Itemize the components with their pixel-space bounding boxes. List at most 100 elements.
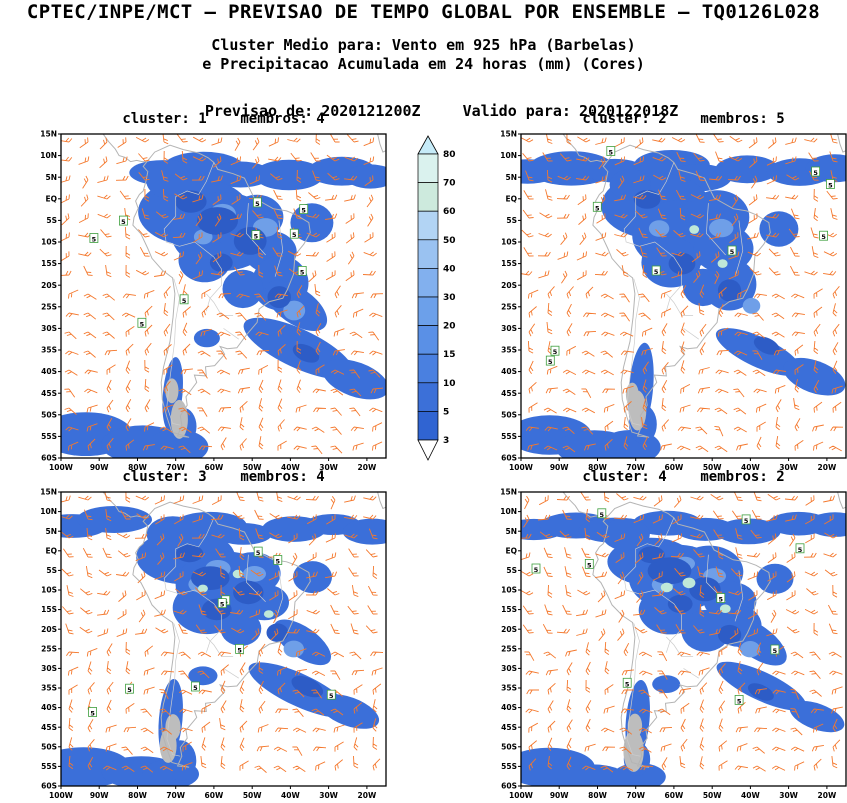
svg-text:5N: 5N xyxy=(506,527,518,536)
svg-text:EQ: EQ xyxy=(506,194,518,203)
map-plot-area: 5 5 5 5 5 5 5 5 5 xyxy=(61,134,386,458)
svg-text:45S: 45S xyxy=(41,723,57,732)
svg-text:5: 5 xyxy=(730,248,735,256)
panel-cluster-4: cluster: 4 membros: 2 5 5 5 5 5 5 5 5 5 15N 10N 5N E… xyxy=(480,468,847,803)
svg-text:5: 5 xyxy=(92,236,97,244)
svg-text:55S: 55S xyxy=(501,432,517,441)
svg-text:25S: 25S xyxy=(41,644,57,653)
colorbar-label: 40 xyxy=(443,264,456,274)
svg-text:5: 5 xyxy=(301,207,306,215)
precip-layer-dark xyxy=(176,544,324,698)
svg-text:20W: 20W xyxy=(818,791,837,800)
svg-text:5S: 5S xyxy=(46,216,57,225)
svg-text:10S: 10S xyxy=(41,586,57,595)
colorbar-label: 50 xyxy=(443,236,456,246)
svg-text:5: 5 xyxy=(600,511,605,519)
svg-text:20W: 20W xyxy=(358,791,377,800)
svg-text:20S: 20S xyxy=(501,281,517,290)
svg-text:10S: 10S xyxy=(501,586,517,595)
panel-title-cluster-3: cluster: 3 membros: 4 xyxy=(122,469,325,485)
svg-text:45S: 45S xyxy=(501,723,517,732)
svg-text:40W: 40W xyxy=(741,463,760,472)
svg-text:30S: 30S xyxy=(41,664,57,673)
svg-text:5: 5 xyxy=(773,647,778,655)
colorbar-segment xyxy=(417,382,439,412)
svg-text:5: 5 xyxy=(255,200,260,208)
svg-text:5: 5 xyxy=(237,646,242,654)
colorbar-segment xyxy=(417,325,439,355)
svg-text:EQ: EQ xyxy=(46,546,58,555)
svg-text:40S: 40S xyxy=(41,367,57,376)
svg-text:90W: 90W xyxy=(90,463,109,472)
panel-cluster-2: cluster: 2 membros: 5 5 5 5 5 5 5 5 5 5 15N 10N 5N E… xyxy=(480,110,847,476)
svg-text:45S: 45S xyxy=(41,389,57,398)
colorbar-label: 70 xyxy=(443,179,456,189)
svg-text:45S: 45S xyxy=(501,389,517,398)
svg-text:60S: 60S xyxy=(501,782,517,791)
coastline-layer xyxy=(562,134,846,438)
svg-text:60W: 60W xyxy=(205,463,224,472)
svg-text:5: 5 xyxy=(609,149,614,157)
svg-text:80W: 80W xyxy=(588,463,607,472)
svg-text:10S: 10S xyxy=(41,238,57,247)
svg-text:30W: 30W xyxy=(319,463,338,472)
svg-text:20W: 20W xyxy=(358,463,377,472)
svg-text:5: 5 xyxy=(737,697,742,705)
panel-title-cluster-4: cluster: 4 membros: 2 xyxy=(582,469,785,485)
colorbar-label: 60 xyxy=(443,207,456,217)
precip-layer-pale xyxy=(689,225,728,268)
svg-text:10N: 10N xyxy=(40,507,57,516)
svg-text:40S: 40S xyxy=(501,367,517,376)
svg-text:5: 5 xyxy=(828,182,833,190)
precip-layer-dark xyxy=(175,190,320,363)
svg-text:15S: 15S xyxy=(501,605,517,614)
svg-text:5: 5 xyxy=(625,680,630,688)
map-plot-area: 5 5 5 5 5 5 5 5 5 xyxy=(521,492,846,786)
svg-text:40S: 40S xyxy=(501,703,517,712)
colorbar-label: 30 xyxy=(443,293,456,303)
svg-text:60S: 60S xyxy=(501,454,517,463)
svg-text:50W: 50W xyxy=(703,463,722,472)
precip-layer-dark xyxy=(633,190,780,355)
svg-text:5: 5 xyxy=(595,204,600,212)
svg-text:55S: 55S xyxy=(501,762,517,771)
svg-text:5: 5 xyxy=(813,169,818,177)
svg-text:50S: 50S xyxy=(501,742,517,751)
svg-text:5: 5 xyxy=(719,596,724,604)
svg-text:20W: 20W xyxy=(818,463,837,472)
svg-text:60W: 60W xyxy=(205,791,224,800)
precip-layer-pale xyxy=(660,577,731,613)
svg-text:30S: 30S xyxy=(41,324,57,333)
svg-text:5: 5 xyxy=(193,684,198,692)
svg-text:30W: 30W xyxy=(779,463,798,472)
terrain-gray-layer xyxy=(623,713,644,772)
subtitle-line-1: Cluster Medio para: Vento em 925 hPa (Ba… xyxy=(211,36,636,54)
panel-title-cluster-2: cluster: 2 membros: 5 xyxy=(582,111,785,127)
svg-text:60S: 60S xyxy=(41,454,57,463)
svg-text:60W: 60W xyxy=(665,463,684,472)
forecast-from-label: Previsao de: xyxy=(204,102,314,120)
svg-text:5: 5 xyxy=(121,218,126,226)
svg-text:5: 5 xyxy=(140,320,145,328)
svg-text:100W: 100W xyxy=(49,791,74,800)
wind-barbs-layer xyxy=(521,134,844,453)
svg-text:70W: 70W xyxy=(626,463,645,472)
svg-text:5: 5 xyxy=(821,233,826,241)
colorbar-label: 15 xyxy=(443,350,456,360)
svg-text:5: 5 xyxy=(127,686,132,694)
colorbar-segment xyxy=(417,296,439,326)
svg-text:5: 5 xyxy=(292,231,297,239)
svg-text:90W: 90W xyxy=(550,463,569,472)
svg-text:5S: 5S xyxy=(506,566,517,575)
svg-text:5: 5 xyxy=(548,358,553,366)
coastline-layer xyxy=(102,492,386,768)
colorbar-label: 20 xyxy=(443,322,456,332)
wind-barbs-layer xyxy=(61,492,384,773)
svg-text:5: 5 xyxy=(254,233,259,241)
svg-text:EQ: EQ xyxy=(506,546,518,555)
svg-text:90W: 90W xyxy=(550,791,569,800)
panel-title-cluster-1: cluster: 1 membros: 4 xyxy=(122,111,325,127)
svg-text:40S: 40S xyxy=(41,703,57,712)
map-axes: 15N10N5NEQ5S10S15S20S25S30S35S40S45S50S5… xyxy=(500,488,847,800)
